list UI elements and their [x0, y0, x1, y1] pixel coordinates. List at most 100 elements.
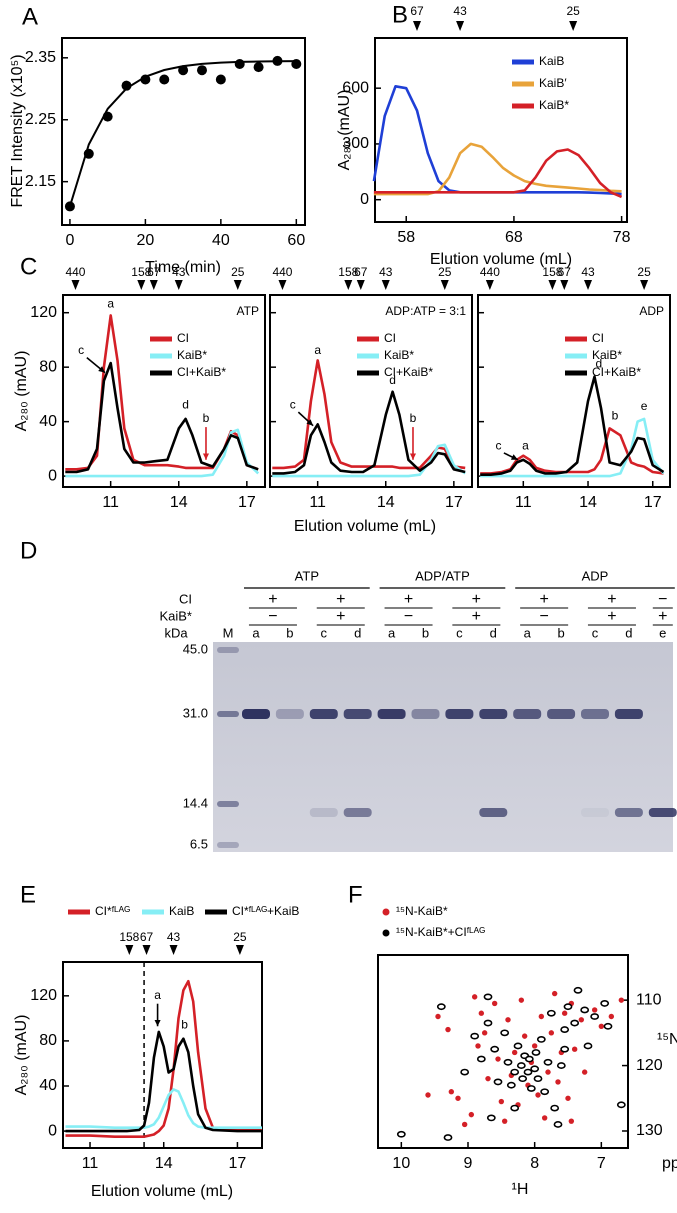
peak: [543, 1058, 553, 1066]
x-tick-label: 0: [65, 232, 74, 249]
peak: [536, 1035, 546, 1043]
x-axis-label: Elution volume (mL): [294, 518, 436, 535]
gel-band: [547, 709, 576, 719]
series-line: [373, 148, 623, 199]
row-label: CI: [179, 591, 192, 606]
plot-frame: [62, 294, 266, 488]
size-marker-label: 158: [542, 265, 562, 279]
ladder-band: [217, 647, 239, 653]
x-tick-label: 11: [102, 494, 119, 511]
sign: −: [268, 608, 277, 625]
point: [445, 1026, 451, 1033]
point: [578, 1017, 585, 1023]
legend-label: KaiB*: [177, 348, 207, 362]
y-tick-label: 0: [48, 1122, 57, 1139]
ladder-label: M: [223, 625, 234, 640]
sign: −: [539, 608, 548, 625]
peak: [560, 1026, 570, 1033]
x-tick-label: 17: [644, 494, 662, 511]
point: [561, 1010, 568, 1016]
legend-label: CI+KaiB*: [177, 365, 226, 379]
y-tick-label: 0: [360, 191, 369, 208]
series-line: [272, 443, 466, 478]
size-marker: [640, 280, 649, 290]
size-marker: [413, 21, 421, 31]
point: [531, 1043, 538, 1049]
size-marker: [235, 945, 244, 955]
peak: [493, 1078, 503, 1086]
peak: [396, 1130, 406, 1138]
gel-band: [648, 808, 677, 817]
ladder-band: [217, 711, 239, 717]
point: [461, 1121, 468, 1128]
x-tick-label: 17: [229, 1155, 247, 1172]
gel-band: [479, 808, 508, 817]
plot-frame: [374, 37, 628, 223]
gel-band: [581, 709, 609, 719]
size-marker-label: 67: [147, 265, 161, 279]
lane-label: c: [592, 625, 599, 640]
point: [253, 62, 264, 73]
series-line: [65, 979, 262, 1138]
group-label: ADP/ATP: [415, 568, 470, 583]
sign: +: [539, 591, 548, 608]
peak: [533, 1075, 543, 1083]
size-marker-label: 440: [480, 265, 500, 279]
ladder-band: [217, 801, 239, 807]
legend-label: CI+KaiB*: [384, 365, 433, 379]
peak: [603, 1022, 613, 1030]
size-marker-label: 158: [119, 930, 139, 944]
point: [495, 1056, 501, 1062]
arrow-head: [202, 453, 210, 460]
point: [234, 59, 245, 70]
plot-frame: [477, 294, 671, 488]
peak-label: a: [522, 438, 529, 452]
sign: −: [404, 608, 413, 625]
point: [518, 997, 525, 1003]
legend-label: CI*ᶠᴸᴬᴳ: [95, 904, 130, 918]
ladder-band: [217, 842, 239, 848]
peak: [531, 1049, 541, 1056]
series-line: [480, 417, 665, 478]
panel-label: B: [392, 1, 408, 28]
y-axis-label: A₂₈₀ (mAU): [13, 351, 30, 432]
point: [471, 994, 478, 1000]
size-marker: [125, 945, 134, 955]
gel-band: [343, 808, 372, 817]
size-marker: [278, 280, 287, 290]
series-line: [68, 60, 297, 207]
sign: +: [336, 591, 345, 608]
size-marker-label: 67: [410, 4, 424, 18]
peak-label: a: [107, 297, 114, 311]
peak: [560, 1045, 570, 1053]
legend-label: ¹⁵N-KaiB*+CIᶠᴸᴬᴳ: [396, 925, 485, 939]
size-marker-label: 25: [566, 4, 580, 18]
y-tick-label: 40: [39, 1077, 57, 1094]
size-marker-label: 158: [338, 265, 358, 279]
sign: +: [472, 591, 481, 608]
x-tick-label: 68: [505, 229, 523, 246]
legend-label: CI: [177, 331, 189, 345]
peak-label: b: [612, 408, 619, 422]
peak: [443, 1134, 453, 1141]
peak: [500, 1029, 510, 1037]
peak: [483, 993, 493, 1001]
point: [435, 1013, 441, 1020]
point: [511, 1049, 518, 1056]
x-tick-label: 7: [597, 1155, 606, 1172]
unit-label: kDa: [164, 625, 188, 640]
size-marker: [584, 280, 593, 290]
sign: +: [404, 591, 413, 608]
lane-label: b: [557, 625, 564, 640]
peak-label: d: [595, 357, 602, 371]
mw-label: 14.4: [183, 795, 208, 810]
x-tick-label: 17: [445, 494, 463, 511]
size-marker: [71, 280, 80, 290]
point: [498, 1098, 505, 1105]
lane-label: a: [252, 625, 260, 640]
plot-frame: [61, 37, 306, 226]
peak-label: c: [495, 438, 501, 452]
peak: [524, 1055, 534, 1063]
peak-label: d: [389, 373, 396, 387]
peak: [486, 1114, 496, 1122]
